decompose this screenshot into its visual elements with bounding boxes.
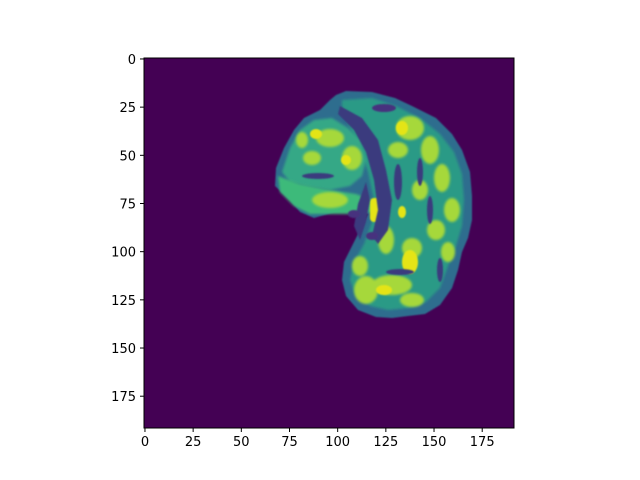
- x-tick-label: 150: [422, 435, 447, 450]
- y-tick-label: 150: [111, 342, 136, 357]
- x-tick-label: 100: [325, 435, 350, 450]
- y-tick-label: 50: [119, 149, 136, 164]
- brain-slice: [275, 91, 472, 318]
- x-tick-label: 25: [185, 435, 202, 450]
- x-tick-label: 75: [281, 435, 298, 450]
- y-tick-label: 0: [128, 53, 136, 68]
- y-tick-label: 175: [111, 390, 136, 405]
- y-tick-label: 100: [111, 246, 136, 261]
- y-axis: 0 25 50 75 100 125 150 175: [111, 53, 144, 405]
- y-tick-label: 25: [119, 101, 136, 116]
- x-axis: 0 25 50 75 100 125 150 175: [141, 428, 495, 450]
- y-tick-label: 75: [119, 197, 136, 212]
- x-tick-label: 50: [233, 435, 250, 450]
- x-tick-label: 175: [470, 435, 495, 450]
- x-tick-label: 0: [141, 435, 149, 450]
- y-tick-label: 125: [111, 294, 136, 309]
- axes-frame: [143, 57, 515, 429]
- x-tick-label: 125: [373, 435, 398, 450]
